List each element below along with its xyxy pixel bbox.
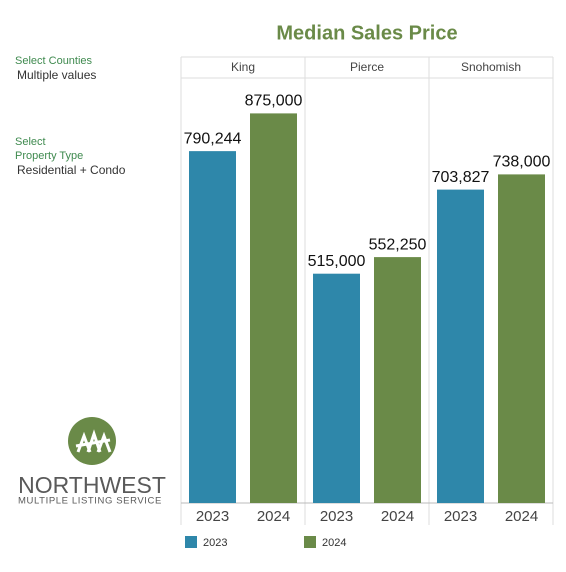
logo-subtitle: MULTIPLE LISTING SERVICE [18, 496, 162, 507]
bar [437, 189, 484, 504]
legend-swatch [185, 536, 197, 548]
filter-label: Select Counties [15, 55, 93, 67]
bar [250, 113, 297, 503]
bar [313, 273, 360, 503]
logo: NORTHWEST MULTIPLE LISTING SERVICE [18, 417, 166, 507]
logo-trees [75, 429, 112, 453]
x-tick-label: 2023 [444, 508, 477, 525]
legend-label: 2023 [203, 537, 227, 549]
facet-label: Pierce [350, 60, 384, 74]
facet-label: King [231, 60, 255, 74]
logo-name: NORTHWEST [18, 472, 166, 498]
value-label: 552,250 [369, 236, 427, 253]
filter-label: Property Type [15, 150, 83, 162]
bar [189, 151, 236, 503]
facet-label: Snohomish [461, 60, 521, 74]
filter-value: Residential + Condo [17, 163, 126, 177]
bar [374, 257, 421, 503]
x-tick-label: 2024 [505, 508, 538, 525]
value-label: 703,827 [432, 169, 490, 186]
x-tick-label: 2023 [320, 508, 353, 525]
value-label: 875,000 [245, 93, 303, 110]
filter-value: Multiple values [17, 68, 96, 82]
x-tick-label: 2023 [196, 508, 229, 525]
chart-title: Median Sales Price [276, 22, 457, 44]
value-label: 790,244 [184, 130, 242, 147]
value-label: 515,000 [308, 253, 366, 270]
value-label: 738,000 [493, 154, 551, 171]
legend-swatch [304, 536, 316, 548]
x-tick-label: 2024 [257, 508, 290, 525]
filter-label: Select [15, 136, 46, 148]
x-tick-label: 2024 [381, 508, 414, 525]
legend-label: 2024 [322, 537, 346, 549]
bar [498, 174, 545, 503]
